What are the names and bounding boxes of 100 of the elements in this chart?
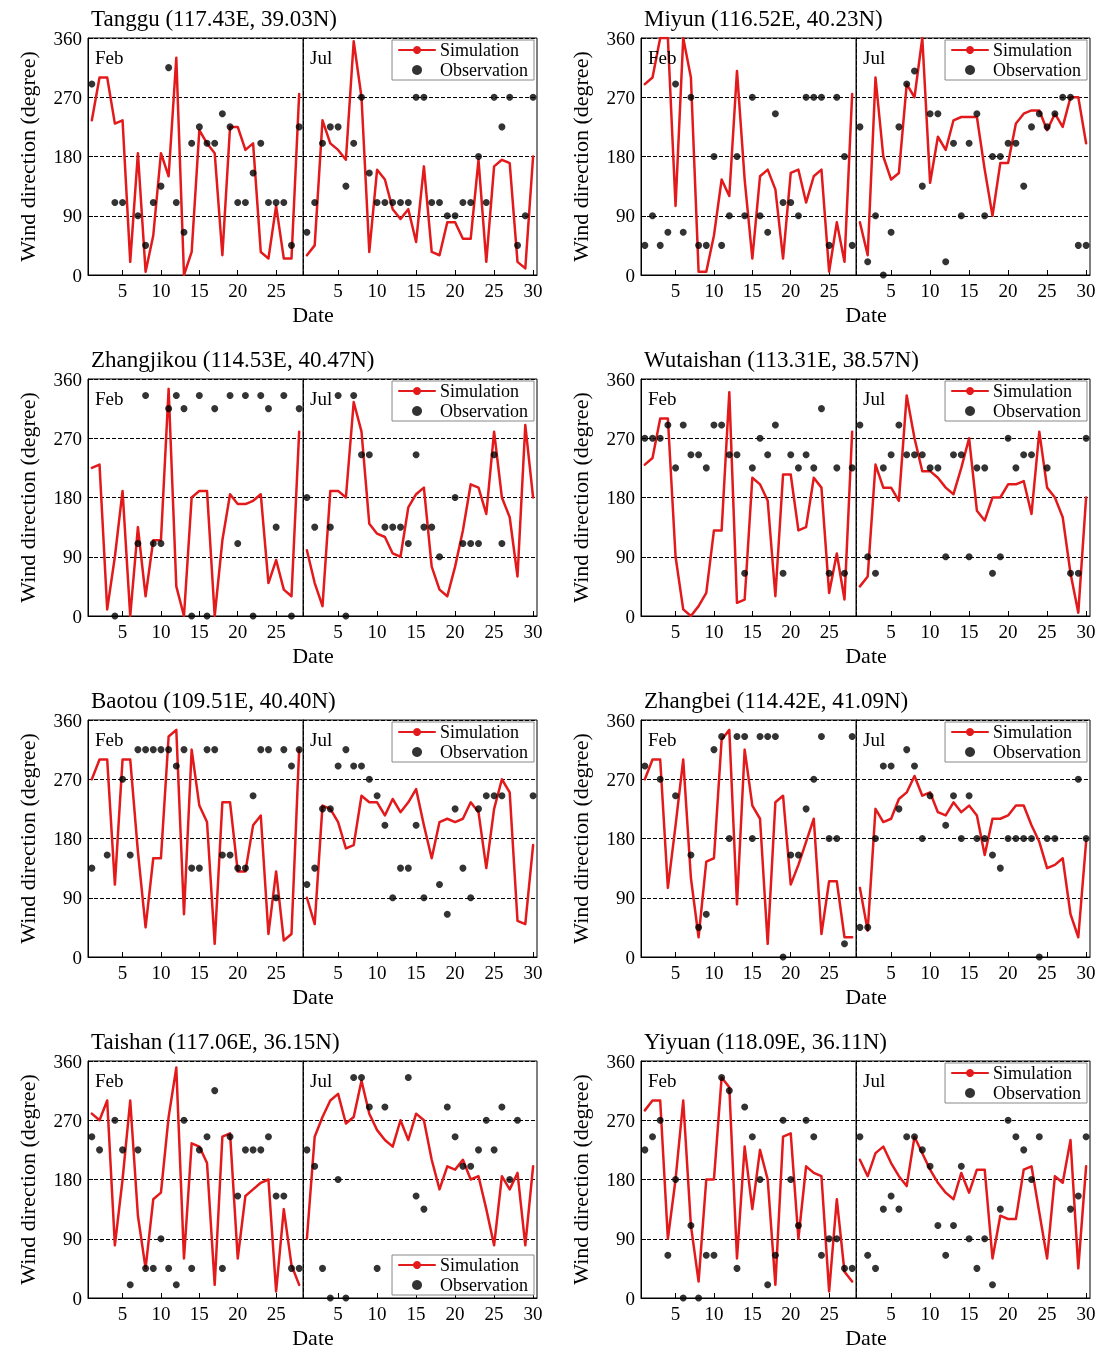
point — [249, 792, 257, 800]
y-tick-label: 180 — [606, 146, 635, 167]
point — [272, 1192, 280, 1200]
x-tick-label: 20 — [781, 1303, 801, 1324]
x-tick-label: 15 — [406, 280, 426, 301]
point — [911, 67, 918, 75]
point — [482, 792, 490, 800]
point — [358, 1073, 365, 1081]
point — [514, 241, 521, 249]
y-tick-label: 0 — [625, 946, 635, 968]
point — [303, 494, 311, 501]
x-tick-label: 10 — [704, 621, 724, 642]
point — [996, 1205, 1004, 1213]
point — [848, 1264, 856, 1272]
point — [771, 732, 779, 740]
point — [126, 851, 134, 859]
annotation: Feb — [648, 729, 677, 750]
x-tick-label: 10 — [367, 962, 387, 983]
point — [856, 123, 864, 131]
x-tick-label: 20 — [998, 280, 1018, 301]
point — [840, 569, 848, 577]
point — [903, 746, 911, 754]
point — [157, 746, 165, 754]
point — [748, 835, 756, 842]
point — [142, 1264, 150, 1272]
y-tick-label: 90 — [63, 546, 82, 568]
point — [490, 451, 498, 459]
x-tick-label: 5 — [117, 280, 128, 301]
x-tick-label: 25 — [1037, 621, 1057, 642]
chart-title: Tanggu (117.43E, 39.03N) — [91, 6, 338, 31]
point — [934, 1222, 942, 1230]
annotation: Feb — [648, 1070, 677, 1091]
point — [695, 923, 703, 931]
point — [287, 612, 295, 620]
point — [211, 139, 219, 147]
point — [350, 1073, 358, 1081]
x-tick-label: 20 — [445, 962, 465, 983]
point — [475, 1146, 482, 1154]
point — [996, 864, 1004, 872]
point — [1020, 1146, 1028, 1154]
annotation: Feb — [95, 47, 124, 68]
x-tick-label: 5 — [670, 1303, 681, 1324]
point — [249, 1146, 257, 1154]
x-tick-label: 5 — [886, 621, 896, 642]
point — [802, 93, 810, 101]
point — [810, 1133, 818, 1141]
point — [965, 139, 973, 147]
x-tick-label: 5 — [670, 280, 681, 301]
x-tick-label: 5 — [886, 280, 896, 301]
point — [864, 1251, 872, 1259]
point — [664, 421, 672, 429]
point — [165, 64, 173, 72]
x-tick-label: 5 — [333, 280, 343, 301]
y-tick-label: 360 — [606, 709, 635, 731]
point — [664, 1251, 672, 1259]
point — [996, 553, 1004, 561]
x-tick-label: 5 — [333, 962, 343, 983]
point — [188, 612, 196, 620]
point — [1035, 110, 1043, 118]
x-tick-label: 15 — [189, 280, 209, 301]
point — [342, 182, 350, 190]
x-tick-label: 10 — [151, 621, 171, 642]
point — [211, 405, 219, 413]
point — [428, 523, 436, 531]
chart-title: Yiyuan (118.09E, 36.11N) — [644, 1029, 887, 1054]
point — [1012, 464, 1020, 472]
point — [656, 1116, 664, 1124]
point — [817, 732, 825, 740]
x-tick-label: 25 — [819, 621, 839, 642]
legend-label: Simulation — [440, 381, 520, 401]
point — [848, 732, 856, 740]
x-tick-label: 10 — [151, 280, 171, 301]
point — [188, 864, 196, 872]
point — [787, 851, 795, 859]
point — [879, 464, 887, 472]
point — [864, 258, 872, 266]
annotation: Feb — [648, 388, 677, 409]
point — [506, 1176, 514, 1183]
x-tick-label: 10 — [151, 962, 171, 983]
point — [295, 746, 303, 754]
point — [810, 93, 818, 101]
point — [1074, 1192, 1082, 1200]
point — [918, 1146, 926, 1154]
legend-label: Observation — [440, 60, 529, 80]
x-tick-label: 15 — [742, 280, 762, 301]
point — [950, 139, 957, 147]
y-tick-label: 90 — [616, 205, 635, 227]
point — [188, 139, 196, 147]
x-tick-label: 20 — [445, 280, 465, 301]
x-tick-label: 25 — [484, 1303, 504, 1324]
point — [180, 228, 188, 236]
point — [771, 1251, 779, 1259]
point — [203, 139, 211, 147]
point — [119, 775, 127, 783]
y-axis-title: Wind direction (degree) — [567, 51, 593, 262]
point — [989, 569, 996, 577]
y-tick-label: 0 — [625, 605, 635, 627]
point — [957, 835, 965, 842]
point — [498, 540, 506, 548]
point — [257, 746, 265, 754]
